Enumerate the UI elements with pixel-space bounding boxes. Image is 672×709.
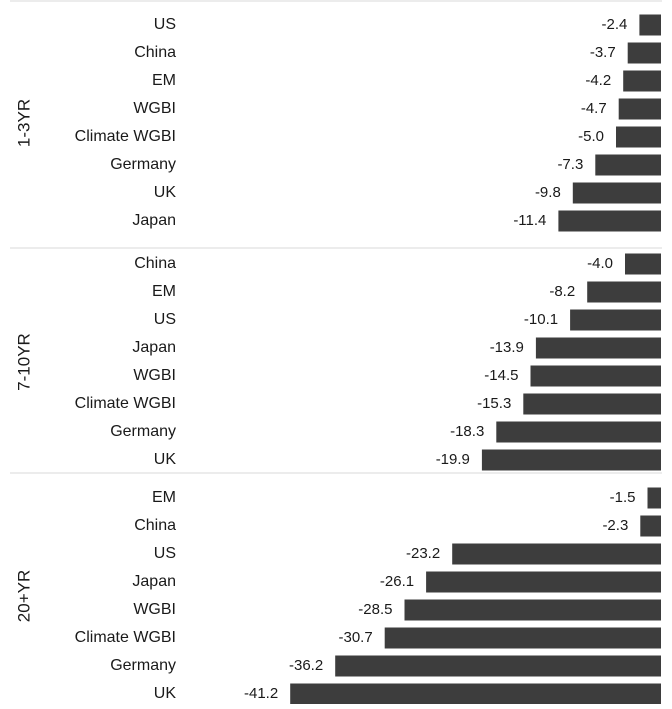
value-label: -41.2 — [244, 685, 278, 702]
bar — [523, 393, 661, 415]
value-label: -18.3 — [450, 423, 484, 440]
bar — [625, 253, 661, 275]
value-label: -13.9 — [490, 339, 524, 356]
bar — [384, 627, 661, 649]
value-label: -23.2 — [406, 545, 440, 562]
bar — [640, 515, 661, 537]
value-label: -30.7 — [338, 629, 372, 646]
bar — [587, 281, 661, 303]
bar — [335, 655, 661, 677]
category-label: Japan — [132, 212, 176, 229]
value-label: -14.5 — [484, 367, 518, 384]
bar — [647, 487, 661, 509]
category-label: WGBI — [133, 367, 176, 384]
category-label: Germany — [110, 423, 176, 440]
value-label: -15.3 — [477, 395, 511, 412]
category-label: Germany — [110, 657, 176, 674]
category-label: UK — [154, 184, 177, 201]
value-label: -3.7 — [590, 44, 616, 61]
value-label: -26.1 — [380, 573, 414, 590]
bar — [481, 449, 661, 471]
category-label: Climate WGBI — [75, 128, 176, 145]
panel-label: 7-10YR — [14, 333, 33, 391]
category-label: China — [134, 255, 176, 272]
value-label: -4.7 — [581, 100, 607, 117]
bar — [618, 98, 661, 120]
bar — [452, 543, 661, 565]
category-label: Climate WGBI — [75, 629, 176, 646]
value-label: -9.8 — [535, 184, 561, 201]
category-label: US — [154, 545, 176, 562]
bar — [623, 70, 661, 92]
bar — [570, 309, 661, 331]
category-label: Climate WGBI — [75, 395, 176, 412]
category-label: UK — [154, 685, 177, 702]
bar — [616, 126, 661, 148]
bar — [639, 14, 661, 36]
value-label: -2.4 — [602, 16, 628, 33]
category-label: EM — [152, 72, 176, 89]
value-label: -4.0 — [587, 255, 613, 272]
category-label: UK — [154, 451, 177, 468]
category-label: US — [154, 311, 176, 328]
bar — [627, 42, 661, 64]
category-label: EM — [152, 283, 176, 300]
value-label: -8.2 — [549, 283, 575, 300]
value-label: -7.3 — [557, 156, 583, 173]
bar — [404, 599, 661, 621]
category-label: WGBI — [133, 100, 176, 117]
value-label: -10.1 — [524, 311, 558, 328]
bar — [535, 337, 661, 359]
bar — [530, 365, 661, 387]
bar — [558, 210, 661, 232]
bar — [496, 421, 661, 443]
category-label: US — [154, 16, 176, 33]
category-label: EM — [152, 489, 176, 506]
value-label: -2.3 — [602, 517, 628, 534]
category-label: Japan — [132, 339, 176, 356]
category-label: Japan — [132, 573, 176, 590]
bar — [426, 571, 661, 593]
bar — [595, 154, 661, 176]
value-label: -5.0 — [578, 128, 604, 145]
category-label: China — [134, 44, 176, 61]
value-label: -1.5 — [610, 489, 636, 506]
category-label: China — [134, 517, 176, 534]
panel-label: 20+YR — [14, 570, 33, 622]
value-label: -28.5 — [358, 601, 392, 618]
category-label: Germany — [110, 156, 176, 173]
value-label: -4.2 — [585, 72, 611, 89]
category-label: WGBI — [133, 601, 176, 618]
panel-label: 1-3YR — [14, 99, 33, 147]
value-label: -11.4 — [513, 212, 546, 229]
value-label: -19.9 — [436, 451, 470, 468]
bar — [572, 182, 661, 204]
value-label: -36.2 — [289, 657, 323, 674]
bar — [290, 683, 661, 705]
